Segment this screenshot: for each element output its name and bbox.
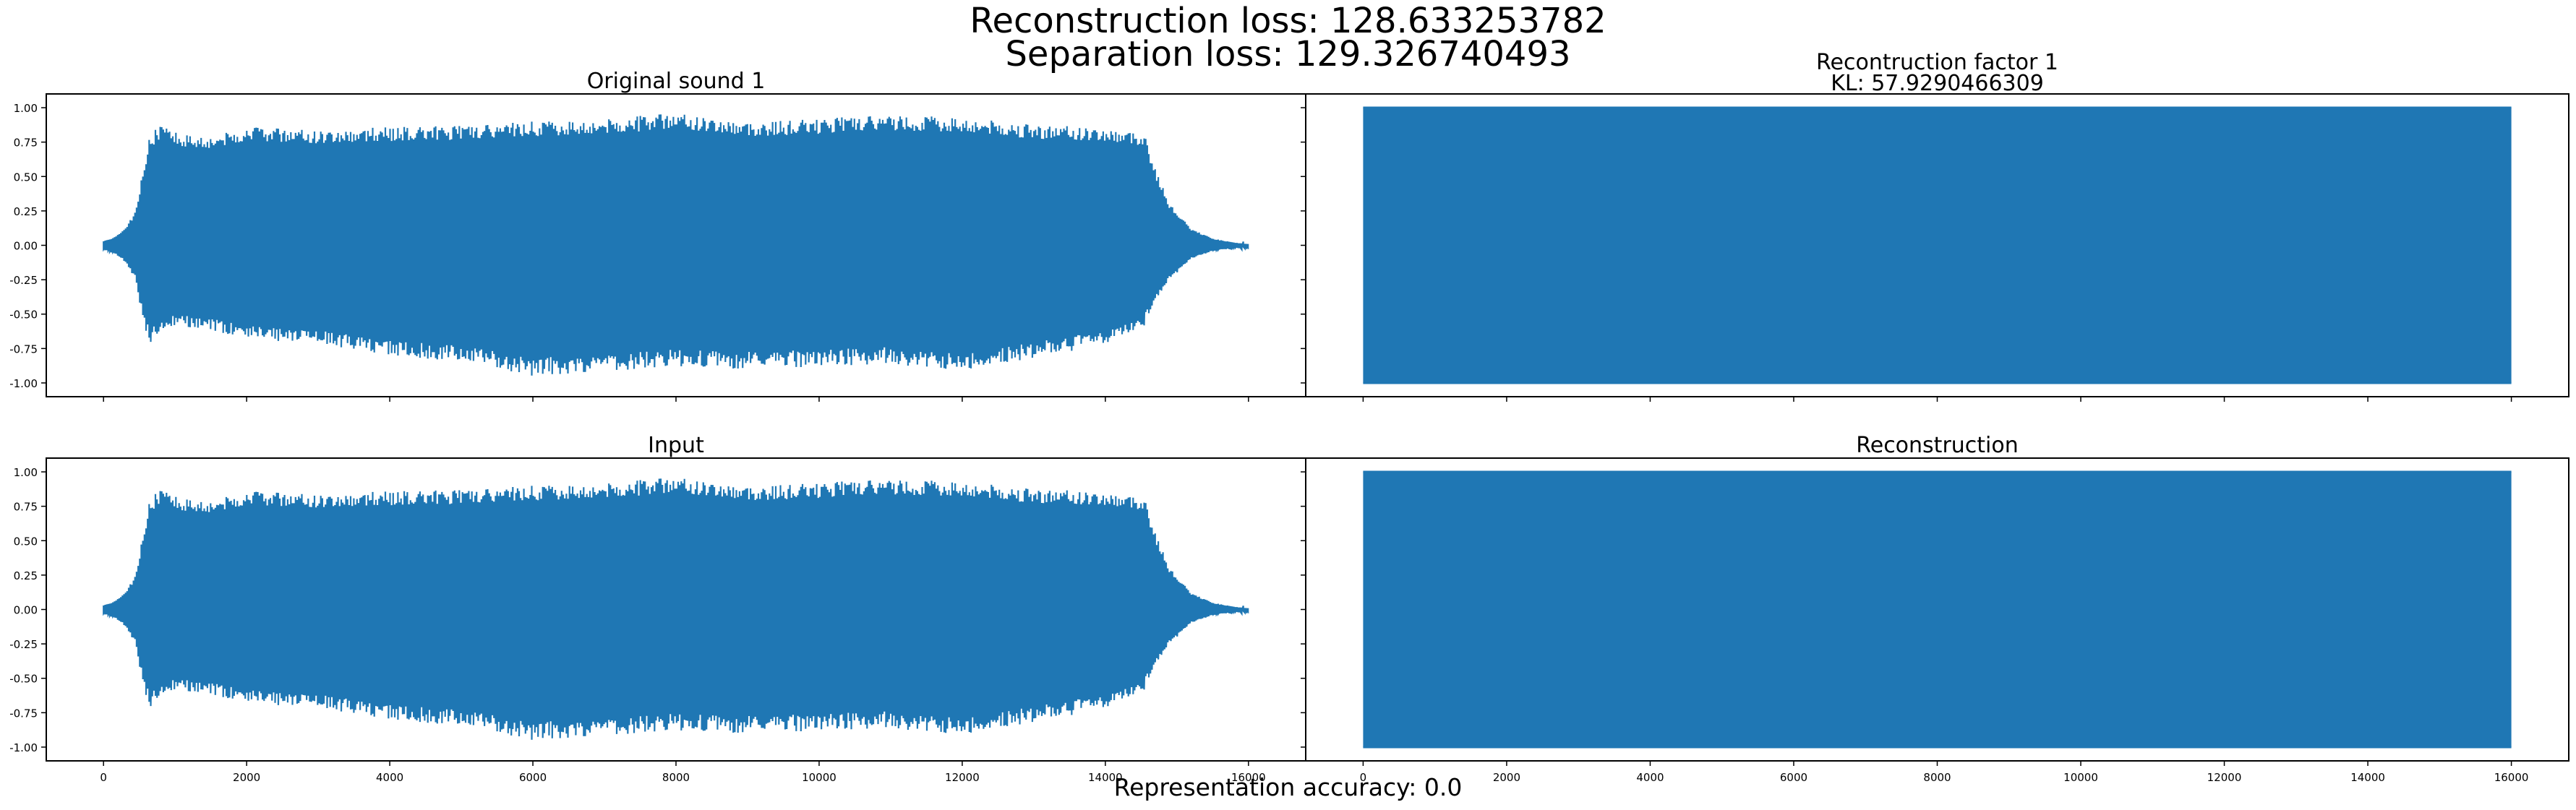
waveform-fill-2 — [1363, 108, 2512, 383]
x-tick-label-3: 14000 — [1088, 771, 1123, 784]
x-tick-label-3: 16000 — [1231, 771, 1266, 784]
figure-title-line-1: Reconstruction loss: 128.633253782 — [970, 1, 1606, 41]
y-tick-label-1: 1.00 — [14, 102, 38, 115]
panel-title-3: Input — [648, 433, 704, 458]
y-tick-label-1: 0.50 — [14, 171, 38, 184]
x-tick-label-4: 12000 — [2207, 771, 2242, 784]
x-tick-label-4: 0 — [1360, 771, 1367, 784]
y-tick-label-1: -0.25 — [9, 274, 38, 287]
y-tick-label-1: 0.75 — [14, 137, 38, 150]
y-tick-label-3: -0.75 — [9, 707, 38, 720]
waveform-line-3 — [103, 478, 1249, 740]
y-tick-label-3: 0.00 — [14, 604, 38, 617]
x-tick-label-3: 0 — [100, 771, 107, 784]
y-tick-label-1: -0.50 — [9, 309, 38, 322]
figure-title-line-2: Separation loss: 129.326740493 — [1005, 34, 1571, 74]
panel-title-1: Original sound 1 — [587, 69, 766, 94]
x-tick-label-3: 8000 — [662, 771, 690, 784]
y-tick-label-3: 0.25 — [14, 569, 38, 582]
y-tick-label-1: 0.00 — [14, 240, 38, 253]
panel-title-2: Recontruction factor 1 — [1816, 50, 2058, 75]
panel-subtitle-2: KL: 57.9290466309 — [1831, 71, 2044, 96]
y-tick-label-1: -1.00 — [9, 377, 38, 390]
y-tick-label-3: 1.00 — [14, 466, 38, 479]
waveform-line-1 — [103, 114, 1249, 376]
waveform-fill-4 — [1363, 472, 2512, 747]
y-tick-label-3: 0.75 — [14, 501, 38, 514]
x-tick-label-3: 6000 — [519, 771, 547, 784]
representation-accuracy-label: Representation accuracy: 0.0 — [1113, 773, 1463, 801]
y-tick-label-3: -0.25 — [9, 638, 38, 651]
x-tick-label-3: 2000 — [233, 771, 260, 784]
y-tick-label-3: -1.00 — [9, 741, 38, 754]
x-tick-label-4: 8000 — [1923, 771, 1951, 784]
y-tick-label-1: -0.75 — [9, 342, 38, 356]
y-tick-label-1: 0.25 — [14, 205, 38, 218]
x-tick-label-3: 12000 — [945, 771, 980, 784]
x-tick-label-4: 2000 — [1493, 771, 1520, 784]
x-tick-label-4: 14000 — [2350, 771, 2385, 784]
x-tick-label-3: 10000 — [802, 771, 836, 784]
y-tick-label-3: 0.50 — [14, 535, 38, 548]
panel-title-4: Reconstruction — [1856, 433, 2019, 458]
x-tick-label-4: 10000 — [2063, 771, 2098, 784]
y-tick-label-3: -0.50 — [9, 673, 38, 686]
x-tick-label-4: 6000 — [1780, 771, 1807, 784]
x-tick-label-4: 16000 — [2494, 771, 2529, 784]
x-tick-label-3: 4000 — [376, 771, 403, 784]
x-tick-label-4: 4000 — [1636, 771, 1664, 784]
